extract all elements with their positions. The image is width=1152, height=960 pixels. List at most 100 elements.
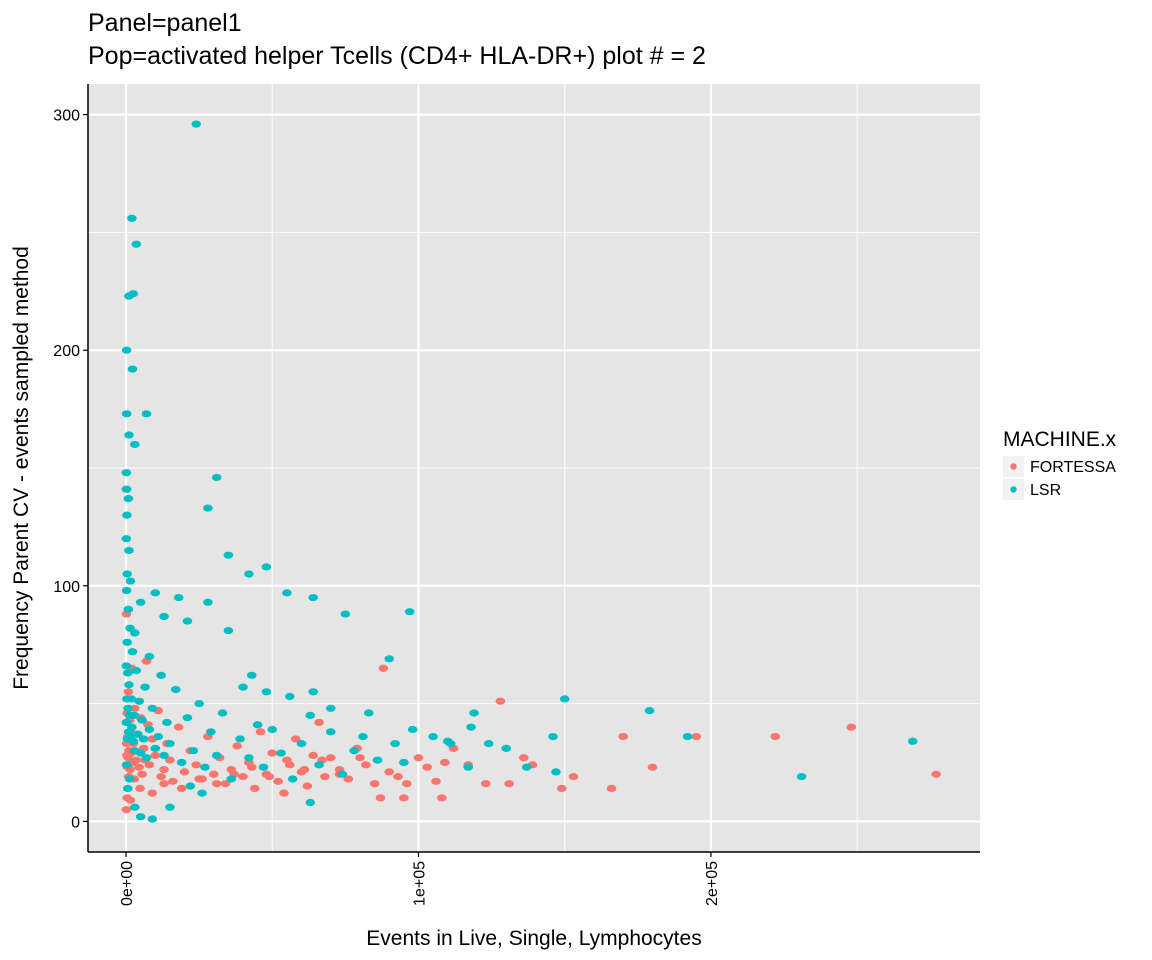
data-point-fortessa	[369, 780, 380, 788]
data-point-lsr	[226, 775, 237, 783]
data-point-lsr	[244, 754, 254, 762]
data-point-fortessa	[279, 789, 289, 797]
data-point-lsr	[131, 667, 142, 675]
x-tick-label: 2e+05	[704, 861, 721, 906]
data-point-fortessa	[343, 775, 354, 783]
data-point-lsr	[135, 813, 146, 821]
data-point-lsr	[127, 365, 138, 373]
data-point-fortessa	[314, 718, 324, 727]
x-axis-title: Events in Live, Single, Lymphocytes	[366, 927, 701, 950]
data-point-lsr	[466, 723, 476, 731]
data-point-lsr	[384, 655, 395, 663]
data-point-fortessa	[618, 732, 628, 741]
data-point-lsr	[165, 803, 175, 811]
x-tick-label: 0e+00	[119, 861, 136, 906]
data-point-fortessa	[232, 742, 242, 750]
data-point-lsr	[122, 638, 132, 646]
data-point-lsr	[122, 695, 132, 703]
data-point-lsr	[314, 761, 324, 769]
y-tick-label: 300	[53, 108, 80, 125]
data-point-lsr	[404, 608, 415, 616]
data-point-lsr	[282, 589, 292, 597]
data-point-lsr	[122, 570, 132, 578]
data-point-lsr	[521, 763, 532, 771]
data-point-lsr	[206, 728, 216, 736]
data-point-lsr	[644, 707, 655, 715]
data-point-fortessa	[173, 723, 184, 731]
data-point-fortessa	[647, 763, 658, 771]
data-point-lsr	[200, 763, 210, 771]
data-point-fortessa	[125, 796, 136, 804]
data-point-lsr	[122, 784, 133, 792]
legend-dot-fortessa	[1010, 463, 1017, 470]
data-point-fortessa	[150, 751, 161, 760]
y-tick-label: 200	[53, 343, 80, 360]
data-point-lsr	[124, 775, 135, 783]
data-point-lsr	[141, 410, 152, 418]
data-point-lsr	[287, 775, 298, 783]
data-point-lsr	[125, 624, 135, 632]
data-point-lsr	[123, 605, 134, 613]
data-point-fortessa	[238, 773, 248, 781]
data-point-fortessa	[568, 773, 579, 781]
data-point-lsr	[129, 747, 140, 755]
data-point-lsr	[442, 737, 453, 745]
data-point-lsr	[182, 714, 193, 722]
data-point-lsr	[390, 740, 400, 748]
data-point-lsr	[340, 610, 351, 618]
data-point-lsr	[194, 699, 204, 708]
data-point-fortessa	[147, 789, 158, 797]
data-point-lsr	[223, 626, 234, 635]
data-point-lsr	[399, 758, 409, 767]
data-point-lsr	[122, 669, 133, 677]
legend-dot-lsr	[1010, 486, 1017, 493]
data-point-fortessa	[273, 777, 283, 785]
data-point-lsr	[125, 577, 136, 585]
data-point-lsr	[261, 563, 272, 571]
data-point-fortessa	[267, 749, 278, 757]
data-point-lsr	[162, 718, 172, 727]
data-point-fortessa	[165, 756, 175, 764]
data-point-lsr	[121, 410, 132, 418]
data-point-lsr	[165, 740, 175, 748]
data-point-lsr	[246, 671, 257, 679]
data-point-lsr	[559, 695, 570, 703]
data-point-lsr	[134, 697, 144, 705]
data-point-lsr	[129, 440, 140, 449]
data-point-lsr	[358, 732, 368, 741]
data-point-lsr	[122, 511, 132, 519]
data-point-lsr	[217, 709, 228, 717]
data-point-lsr	[123, 704, 133, 712]
data-point-lsr	[144, 725, 155, 734]
data-point-lsr	[137, 716, 147, 724]
data-point-fortessa	[413, 754, 424, 762]
data-point-fortessa	[308, 751, 318, 760]
data-point-fortessa	[384, 768, 395, 776]
data-point-fortessa	[302, 782, 313, 790]
data-point-lsr	[129, 803, 140, 811]
data-point-lsr	[121, 718, 132, 727]
data-point-lsr	[907, 737, 918, 745]
data-point-lsr	[122, 735, 133, 743]
data-point-fortessa	[159, 780, 169, 788]
data-point-fortessa	[246, 763, 257, 771]
data-point-fortessa	[495, 697, 506, 705]
data-point-fortessa	[122, 751, 132, 760]
data-point-lsr	[407, 725, 418, 734]
y-tick-label: 0	[71, 814, 80, 831]
data-point-lsr	[203, 598, 213, 606]
data-point-fortessa	[355, 754, 365, 762]
data-point-lsr	[276, 749, 286, 757]
data-point-fortessa	[208, 770, 219, 778]
data-point-fortessa	[299, 765, 310, 774]
data-point-lsr	[296, 740, 307, 748]
data-point-fortessa	[264, 773, 275, 781]
data-point-lsr	[141, 754, 152, 762]
data-point-lsr	[284, 692, 295, 701]
data-point-lsr	[463, 763, 473, 771]
data-point-lsr	[123, 495, 134, 503]
data-point-fortessa	[176, 784, 187, 792]
data-point-fortessa	[375, 794, 386, 802]
data-point-fortessa	[437, 794, 447, 802]
